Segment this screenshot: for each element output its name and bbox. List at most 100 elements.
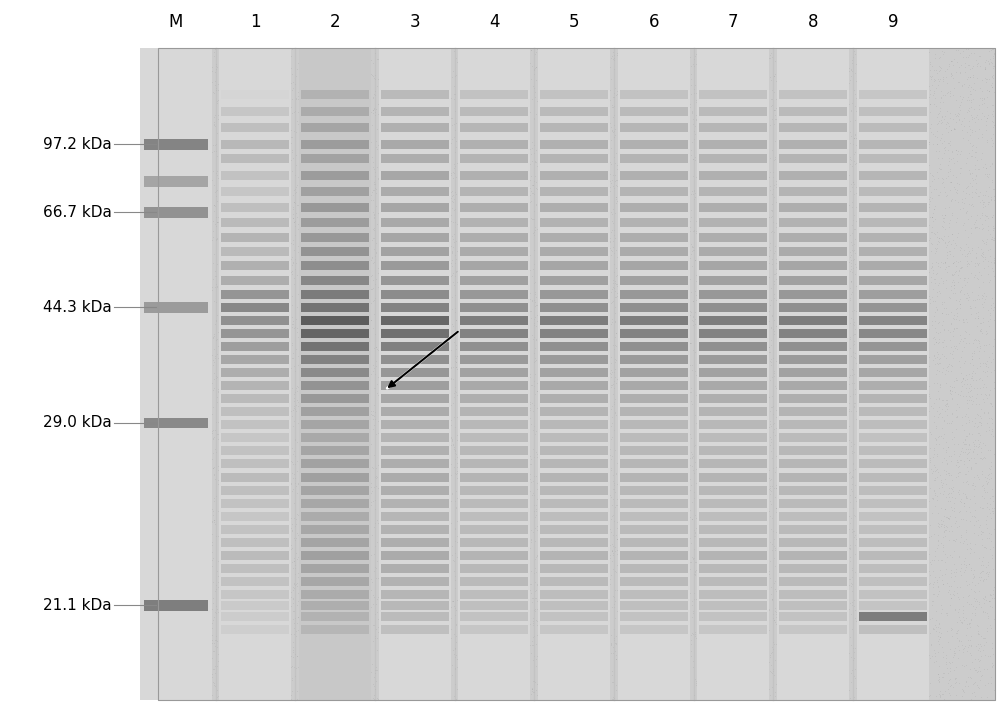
Point <box>800 281 816 293</box>
Point <box>369 53 385 65</box>
Point <box>309 384 325 395</box>
Point <box>256 362 272 374</box>
Point <box>467 537 483 549</box>
Point <box>853 233 869 245</box>
Point <box>531 194 547 205</box>
Point <box>844 623 860 635</box>
Point <box>757 63 773 74</box>
Point <box>775 170 791 182</box>
Point <box>209 642 225 653</box>
Point <box>934 671 950 683</box>
Point <box>908 467 924 478</box>
Point <box>611 306 627 317</box>
Point <box>921 290 937 301</box>
Point <box>398 238 414 250</box>
Point <box>956 289 972 300</box>
Point <box>738 289 754 301</box>
Point <box>724 464 740 476</box>
Text: 3: 3 <box>410 13 420 31</box>
Point <box>598 525 614 537</box>
Point <box>492 652 508 663</box>
Point <box>539 263 555 274</box>
Point <box>641 87 657 99</box>
Bar <box>381 355 449 364</box>
Point <box>752 652 768 664</box>
Point <box>611 91 627 102</box>
Point <box>330 660 346 671</box>
Point <box>315 193 331 204</box>
Point <box>351 531 367 542</box>
Point <box>958 506 974 517</box>
Point <box>426 468 442 479</box>
Point <box>863 204 879 216</box>
Point <box>454 263 470 274</box>
Point <box>428 90 444 101</box>
Point <box>585 288 601 299</box>
Point <box>558 683 574 695</box>
Point <box>754 375 770 386</box>
Text: 4: 4 <box>489 13 499 31</box>
Point <box>340 671 356 683</box>
Point <box>514 277 530 288</box>
Point <box>266 531 282 542</box>
Point <box>918 455 934 467</box>
Point <box>620 375 636 386</box>
Point <box>674 310 690 321</box>
Point <box>581 176 597 187</box>
Point <box>509 592 525 603</box>
Point <box>177 486 193 497</box>
Point <box>331 595 347 606</box>
Point <box>265 279 281 290</box>
Point <box>890 82 906 93</box>
Point <box>908 323 924 335</box>
Point <box>253 189 269 201</box>
Point <box>334 164 350 176</box>
Point <box>869 312 885 323</box>
Point <box>474 390 490 401</box>
Point <box>883 111 899 122</box>
Point <box>641 313 657 325</box>
Bar <box>859 329 927 338</box>
Point <box>598 304 614 316</box>
Point <box>310 83 326 94</box>
Point <box>505 663 521 674</box>
Point <box>528 470 544 481</box>
Point <box>872 189 888 200</box>
Point <box>533 613 549 624</box>
Point <box>510 674 526 686</box>
Point <box>689 182 705 194</box>
Point <box>777 281 793 293</box>
Point <box>759 474 775 486</box>
Point <box>227 588 243 600</box>
Point <box>525 676 541 687</box>
Point <box>968 146 984 157</box>
Point <box>447 106 463 117</box>
Point <box>705 50 721 62</box>
Point <box>740 654 756 665</box>
Point <box>630 617 646 628</box>
Point <box>671 274 687 285</box>
Point <box>646 515 662 527</box>
Point <box>259 597 275 608</box>
Point <box>270 542 286 553</box>
Point <box>806 504 822 515</box>
Point <box>983 193 999 204</box>
Point <box>905 506 921 517</box>
Point <box>849 592 865 603</box>
Point <box>690 133 706 144</box>
Point <box>416 516 432 527</box>
Point <box>619 50 635 62</box>
Point <box>818 346 834 357</box>
Point <box>787 294 803 306</box>
Point <box>888 625 904 636</box>
Point <box>491 425 507 437</box>
Point <box>185 658 201 669</box>
Point <box>816 674 832 685</box>
Point <box>784 105 800 116</box>
Point <box>210 79 226 90</box>
Point <box>182 363 198 374</box>
Point <box>732 194 748 206</box>
Point <box>969 155 985 166</box>
Point <box>771 72 787 83</box>
Point <box>541 157 557 168</box>
